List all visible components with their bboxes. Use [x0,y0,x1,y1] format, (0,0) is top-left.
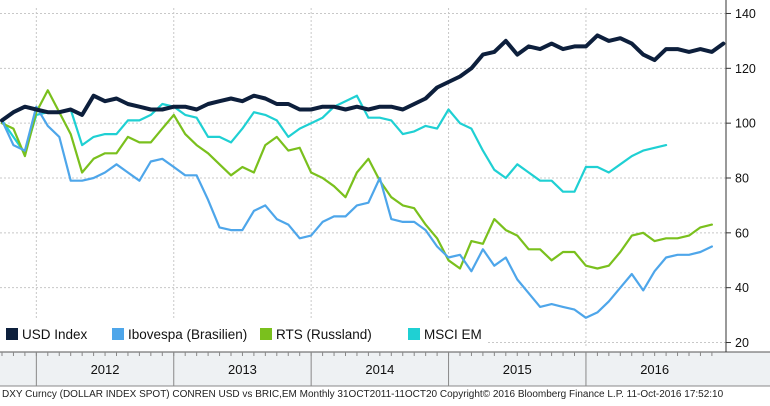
x-year-label: 2014 [365,362,394,377]
y-tick-label: 100 [735,117,756,131]
series-line-2 [0,105,714,319]
x-year-label: 2016 [640,362,669,377]
y-tick-label: 60 [735,226,749,240]
y-tick-label: 80 [735,172,749,186]
legend-swatch [260,328,272,340]
legend-label: MSCI EM [424,327,482,342]
y-axis: 20 40 60 80 100 120 140 [725,0,756,352]
series-line-3 [0,89,714,270]
x-year-label: 2012 [91,362,120,377]
series-lines [0,33,726,319]
legend-swatch [408,328,420,340]
legend-label: RTS (Russland) [276,327,372,342]
legend-label: USD Index [22,327,88,342]
year-band-bg [0,352,770,386]
legend: USD Index Ibovespa (Brasilien) RTS (Russla… [0,320,486,348]
y-tick-label: 40 [735,281,749,295]
y-tick-label: 20 [735,336,749,350]
x-year-label: 2015 [503,362,532,377]
legend-box [0,320,486,348]
legend-label: Ibovespa (Brasilien) [128,327,247,342]
legend-swatch [112,328,124,340]
year-band: 2012 2013 2014 2015 2016 [0,351,770,387]
x-year-label: 2013 [228,362,257,377]
y-tick-label: 120 [735,62,756,76]
source-footer: DXY Curncy (DOLLAR INDEX SPOT) CONREN US… [2,389,724,400]
series-line-1 [0,33,726,123]
y-tick-label: 140 [735,7,756,21]
legend-swatch [6,328,18,340]
